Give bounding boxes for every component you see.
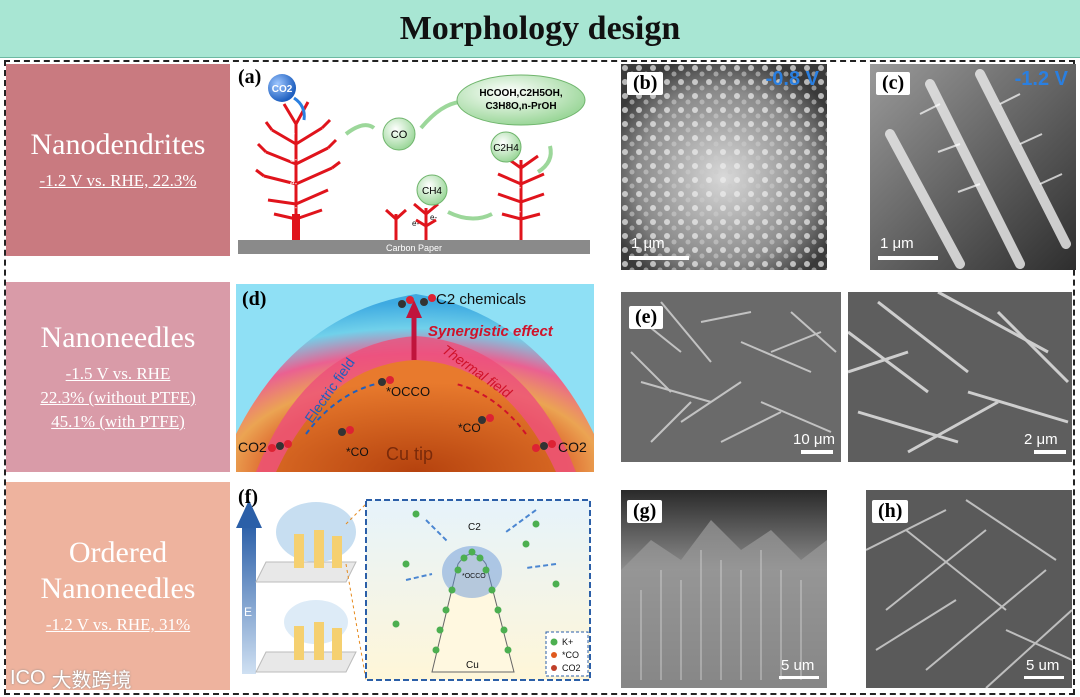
panel-label: (h) <box>872 500 909 523</box>
row-sub: -1.2 V vs. RHE, 31% <box>45 615 191 634</box>
molecules <box>268 294 556 452</box>
scale-bar-label: 5 um <box>781 657 814 674</box>
products-line1: HCOOH,C2H5OH, <box>479 88 563 99</box>
dendrite-right <box>497 154 545 240</box>
panel-label: (g) <box>627 500 663 523</box>
sem-image-h: 5 um <box>866 490 1072 688</box>
header-bar: Morphology design <box>0 0 1080 58</box>
c2h4-label: C2H4 <box>493 143 519 154</box>
panel-label: (e) <box>629 306 664 329</box>
sem-image-b: 1 μm <box>621 64 827 270</box>
arrow-c2h4 <box>536 145 553 174</box>
products-line2: C3H8O,n-PrOH <box>485 101 556 112</box>
label-nanodendrites: Nanodendrites -1.2 V vs. RHE, 22.3% <box>6 64 230 256</box>
svg-text:e-: e- <box>514 207 521 216</box>
cu-label: Cu <box>466 660 479 671</box>
voltage-label: -0.8 V <box>765 68 819 90</box>
row-sub: -1.2 V vs. RHE, 22.3% <box>39 171 197 190</box>
panel-c-sem: 1 μm (c) -1.2 V <box>870 64 1076 270</box>
legend-k: K+ <box>562 637 573 647</box>
watermark: ICO 大数跨境 <box>10 664 132 693</box>
svg-text:e-: e- <box>290 179 297 188</box>
panel-label: (a) <box>238 66 262 88</box>
cu-tip-label: Cu tip <box>386 444 433 464</box>
co2-label: CO2 <box>272 84 293 95</box>
products-ellipse <box>456 74 586 126</box>
panel-label: (d) <box>242 288 267 310</box>
k-ions <box>392 510 560 654</box>
occo-label: *OCCO <box>462 573 486 580</box>
electron-labels: e- e- e- e- e- e- <box>288 129 521 216</box>
svg-text:e-: e- <box>290 203 297 212</box>
svg-text:e-: e- <box>412 219 419 228</box>
row-title: Nanodendrites <box>30 128 206 161</box>
row-title: Nanoneedles <box>40 321 196 354</box>
watermark-text: 大数跨境 <box>51 670 132 692</box>
page-title: Morphology design <box>399 9 681 47</box>
cu-tip-schematic: Electric field Thermal field Synergistic… <box>236 284 594 472</box>
field-label: E <box>244 605 252 619</box>
panel-label: (f) <box>238 486 258 508</box>
legend-co2: CO2 <box>562 663 581 673</box>
nanodendrite-schematic: Carbon Paper e- e- e- e- e- e- e- e- <box>238 74 590 254</box>
co-right-label: *CO <box>458 421 481 435</box>
dashed-frame <box>4 60 1075 695</box>
panel-e-left-sem: 10 μm (e) <box>621 292 841 462</box>
row-sub: 45.1% (with PTFE) <box>51 412 185 431</box>
c2h4-circle <box>490 131 522 163</box>
c2-label: C2 chemicals <box>436 291 526 308</box>
ordered-needles-schematic: E C2 *OCCO Cu K+ *CO CO2 <box>236 499 591 681</box>
svg-text:e-: e- <box>514 183 521 192</box>
arrow-to-products <box>419 100 461 130</box>
svg-text:e-: e- <box>290 155 297 164</box>
label-nanoneedles: Nanoneedles -1.5 V vs. RHE 22.3% (withou… <box>6 282 230 472</box>
panel-h-sem: 5 um (h) <box>866 490 1072 688</box>
arrow-co2 <box>293 96 306 121</box>
occo-label: *OCCO <box>386 384 430 399</box>
scale-bar-label: 1 μm <box>880 235 914 252</box>
scale-bar-label: 5 um <box>1026 657 1059 674</box>
row-sub: 22.3% (without PTFE) <box>40 388 196 407</box>
panel-a-diagram: Carbon Paper e- e- e- e- e- e- e- e- <box>236 64 594 258</box>
scale-bar-label: 1 μm <box>631 235 665 252</box>
ch4-circle <box>416 174 448 206</box>
label-ordered-nanoneedles: Ordered Nanoneedles -1.2 V vs. RHE, 31% <box>6 482 230 690</box>
sem-image-g: 5 um <box>621 490 827 688</box>
row-title-line: Ordered <box>68 536 168 569</box>
co2-left-label: CO2 <box>238 439 267 455</box>
synergy-label: Synergistic effect <box>428 323 554 340</box>
dendrite-small <box>384 202 439 240</box>
co2-molecule <box>268 74 296 102</box>
panel-e-right-sem: 2 μm <box>848 292 1072 462</box>
arrow-ch4 <box>447 210 493 221</box>
panel-g-sem: 5 um (g) <box>621 490 827 688</box>
scale-bar-label: 10 μm <box>793 431 835 448</box>
sem-image-c: 1 μm <box>870 64 1076 270</box>
panel-d-diagram: Electric field Thermal field Synergistic… <box>236 284 594 472</box>
arrow-to-co <box>344 123 376 136</box>
carbon-paper <box>238 240 590 254</box>
scale-bar-label: 2 μm <box>1024 431 1058 448</box>
panel-label: (b) <box>627 72 664 95</box>
panel-f-diagram: E C2 *OCCO Cu K+ *CO CO2 (f) <box>236 484 594 684</box>
legend-co: *CO <box>562 650 579 660</box>
co-label: CO <box>391 129 408 141</box>
sem-image-e-right: 2 μm <box>848 292 1072 462</box>
c2-label: C2 <box>468 522 481 533</box>
row-sub: -1.5 V vs. RHE <box>65 364 171 383</box>
watermark-logo-icon: ICO <box>10 667 46 689</box>
substrate-label: Carbon Paper <box>386 243 442 253</box>
svg-text:e-: e- <box>430 213 437 222</box>
ch4-label: CH4 <box>422 186 442 197</box>
electron-labels-dark: e- e- <box>412 213 437 228</box>
panel-b-sem: 1 μm (b) -0.8 V <box>621 64 827 270</box>
co2-right-label: CO2 <box>558 439 587 455</box>
co-circle <box>382 117 416 151</box>
voltage-label: -1.2 V <box>1014 68 1068 90</box>
row-title-line: Nanoneedles <box>40 572 196 605</box>
panel-label: (c) <box>876 72 911 95</box>
svg-text:e-: e- <box>288 129 295 138</box>
co-left-label: *CO <box>346 445 369 459</box>
